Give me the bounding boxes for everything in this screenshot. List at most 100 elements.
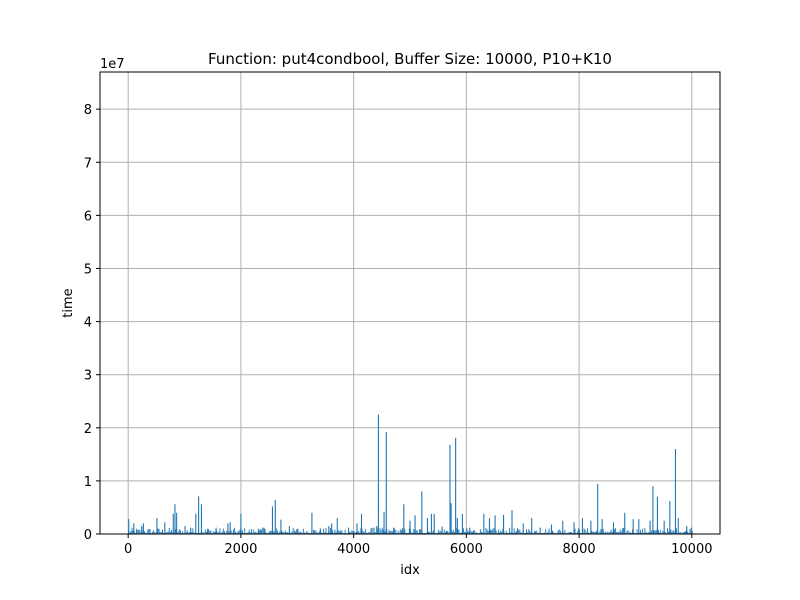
chart-bar bbox=[244, 528, 246, 534]
chart-bar bbox=[621, 528, 623, 534]
chart-bar bbox=[563, 532, 565, 534]
chart-bar bbox=[397, 530, 399, 534]
chart-bar bbox=[422, 532, 424, 534]
chart-bar-spike bbox=[373, 527, 375, 534]
chart-bar-spike bbox=[215, 527, 217, 534]
chart-bar bbox=[466, 527, 468, 534]
chart-bar bbox=[561, 532, 562, 534]
chart-bar-spike bbox=[449, 444, 451, 534]
y-tick-label: 2 bbox=[84, 422, 92, 437]
chart-bar bbox=[335, 532, 337, 534]
chart-bar bbox=[623, 528, 624, 534]
chart-bar bbox=[371, 527, 373, 534]
chart-bar-spike bbox=[348, 527, 350, 534]
chart-bar bbox=[619, 529, 621, 534]
chart-bar bbox=[169, 531, 171, 534]
x-tick-label: 2000 bbox=[224, 542, 257, 557]
chart-bar bbox=[583, 528, 585, 534]
chart-bar bbox=[221, 531, 223, 534]
chart-bar bbox=[620, 531, 622, 534]
chart-bar bbox=[574, 528, 576, 534]
chart-bar bbox=[399, 529, 401, 534]
chart-bar bbox=[334, 529, 336, 534]
chart-bar-spike bbox=[503, 514, 505, 534]
chart-bar-spike bbox=[142, 523, 144, 534]
chart-bar-spike bbox=[690, 527, 692, 534]
chart-bar-spike bbox=[207, 528, 209, 534]
chart-bar bbox=[352, 530, 354, 534]
chart-bar bbox=[138, 529, 140, 534]
chart-bar bbox=[447, 530, 449, 534]
chart-bar bbox=[485, 527, 487, 534]
chart-bar bbox=[242, 530, 243, 534]
chart-bar-spike bbox=[229, 522, 231, 534]
chart-bar-spike bbox=[450, 503, 452, 534]
chart-bar bbox=[155, 532, 157, 534]
chart-bar bbox=[440, 530, 442, 534]
chart-bar bbox=[647, 532, 649, 534]
chart-bar bbox=[545, 529, 547, 534]
chart-bar bbox=[636, 529, 638, 534]
chart-bar bbox=[505, 530, 507, 534]
chart-bar-spike bbox=[227, 523, 229, 534]
chart-bar bbox=[526, 529, 528, 534]
chart-bar bbox=[258, 530, 260, 534]
chart-bar bbox=[487, 531, 489, 534]
chart-bar bbox=[413, 529, 415, 534]
chart-bar-spike bbox=[601, 519, 603, 534]
chart-bar-spike bbox=[494, 515, 496, 534]
chart-bar bbox=[333, 532, 335, 534]
chart-bar bbox=[509, 527, 511, 534]
y-tick-label: 6 bbox=[84, 209, 92, 224]
chart-bar bbox=[210, 530, 212, 534]
chart-bar bbox=[571, 532, 573, 534]
chart-bar bbox=[193, 532, 195, 534]
chart-bar bbox=[691, 531, 693, 534]
chart-bar bbox=[411, 532, 413, 534]
chart-bar bbox=[152, 530, 154, 534]
chart-bar bbox=[655, 530, 657, 534]
chart-bar bbox=[408, 528, 410, 534]
chart-bar bbox=[368, 532, 370, 534]
chart-bar-spike bbox=[426, 518, 429, 534]
chart-bar-spike bbox=[141, 526, 143, 534]
y-tick-label: 8 bbox=[84, 103, 92, 118]
chart-bar-spike bbox=[184, 526, 186, 534]
chart-bar-spike bbox=[198, 496, 200, 534]
chart-bar bbox=[137, 530, 139, 534]
chart-bar bbox=[260, 529, 261, 534]
chart-bar bbox=[611, 531, 613, 534]
chart-bar bbox=[254, 532, 256, 534]
plot-frame bbox=[99, 71, 721, 535]
chart-bar bbox=[255, 532, 257, 534]
chart-bar bbox=[404, 528, 406, 534]
chart-bar bbox=[228, 532, 230, 534]
chart-bar-spike bbox=[539, 527, 541, 534]
chart-bar bbox=[423, 532, 425, 534]
chart-bar-spike bbox=[550, 524, 553, 534]
chart-bar bbox=[316, 532, 318, 534]
chart-bar bbox=[519, 529, 521, 534]
chart-bar-spike bbox=[674, 449, 677, 534]
chart-bar bbox=[646, 532, 648, 534]
chart-bar-spike bbox=[164, 522, 166, 534]
chart-bar bbox=[482, 532, 484, 534]
y-axis-label: time bbox=[61, 288, 76, 317]
chart-bar bbox=[603, 532, 605, 534]
chart-bar bbox=[362, 530, 364, 534]
chart-bar bbox=[349, 531, 351, 534]
chart-bar-spike bbox=[590, 520, 592, 534]
chart-bar-spike bbox=[128, 519, 130, 534]
chart-bar bbox=[484, 532, 486, 534]
chart-bar bbox=[389, 531, 391, 534]
chart-bar bbox=[301, 532, 303, 534]
chart-bar bbox=[540, 532, 542, 534]
chart-bar bbox=[344, 529, 346, 534]
chart-bar bbox=[635, 532, 637, 534]
chart-bar bbox=[212, 531, 214, 534]
chart-bar-spike bbox=[156, 518, 158, 534]
chart-bar bbox=[566, 532, 568, 534]
chart-bar bbox=[183, 532, 185, 534]
chart-bar bbox=[491, 530, 493, 534]
chart-bar bbox=[429, 531, 431, 534]
